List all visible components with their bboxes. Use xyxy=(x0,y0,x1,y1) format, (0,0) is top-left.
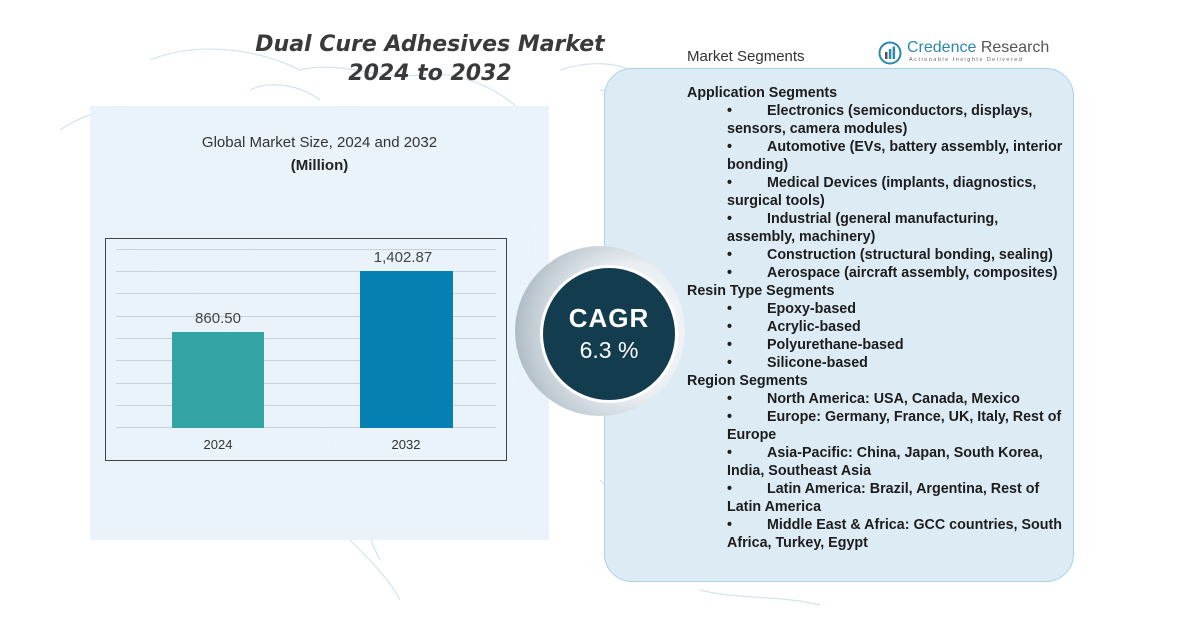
list-item: • Latin America: Brazil, Argentina, Rest … xyxy=(727,481,1040,515)
list-item: • Europe: Germany, France, UK, Italy, Res… xyxy=(727,409,1062,443)
bar-2032 xyxy=(360,271,453,428)
segment-group-title: Application Segments xyxy=(687,85,838,101)
x-label-2024: 2024 xyxy=(203,437,233,452)
chart-panel xyxy=(90,106,549,540)
list-item: • Construction (structural bonding, seali… xyxy=(727,247,1053,263)
list-item: • Aerospace (aircraft assembly, composite… xyxy=(727,265,1058,281)
gridline xyxy=(116,427,496,428)
list-item: • Automotive (EVs, battery assembly, inte… xyxy=(727,139,1063,173)
bar-chart: 860.50 2024 1,402.87 2032 xyxy=(105,238,507,461)
chart-unit: (Million) xyxy=(290,157,349,174)
list-item-text: Medical Devices (implants, diagnostics, … xyxy=(727,175,1037,209)
bar-2024 xyxy=(172,332,264,428)
list-item: • Electronics (semiconductors, displays, … xyxy=(727,103,1033,137)
cagr-label: CAGR xyxy=(568,303,650,333)
title-line-1: Dual Cure Adhesives Market xyxy=(255,32,605,57)
segment-group-title: Region Segments xyxy=(687,373,808,389)
list-item-text: Asia-Pacific: China, Japan, South Korea,… xyxy=(727,445,1043,479)
segment-group-title: Resin Type Segments xyxy=(687,283,835,299)
list-item: • North America: USA, Canada, Mexico xyxy=(727,391,1020,407)
list-item-text: Europe: Germany, France, UK, Italy, Rest… xyxy=(727,409,1062,443)
segment-list: Application Segments • Electronics (semic… xyxy=(687,84,1067,552)
list-item-text: Aerospace (aircraft assembly, composites… xyxy=(767,265,1058,281)
chart-title: Global Market Size, 2024 and 2032 xyxy=(201,134,438,151)
list-item: • Medical Devices (implants, diagnostics,… xyxy=(727,175,1037,209)
x-label-2032: 2032 xyxy=(391,437,421,452)
list-item-text: Industrial (general manufacturing, assem… xyxy=(727,211,999,245)
gridline xyxy=(116,360,496,361)
brand-tagline: Actionable Insights Delivered xyxy=(909,57,1024,63)
gridline xyxy=(116,383,496,384)
list-item-text: Silicone-based xyxy=(767,355,868,371)
gridline xyxy=(116,338,496,339)
cagr-value: 6.3 % xyxy=(579,337,639,363)
list-item-text: North America: USA, Canada, Mexico xyxy=(767,391,1020,407)
list-item: • Polyurethane-based xyxy=(727,337,904,353)
bar-value-2032: 1,402.87 xyxy=(373,249,433,266)
list-item-text: Construction (structural bonding, sealin… xyxy=(767,247,1053,263)
segments-header: Market Segments xyxy=(687,48,805,65)
list-item-text: Latin America: Brazil, Argentina, Rest o… xyxy=(727,481,1040,515)
list-item: • Industrial (general manufacturing, asse… xyxy=(727,211,999,245)
list-item-text: Epoxy-based xyxy=(767,301,856,317)
brand-name-part1: Credence xyxy=(907,39,977,56)
gridline xyxy=(116,249,496,250)
brand-name-part2: Research xyxy=(976,39,1050,56)
list-item-text: Automotive (EVs, battery assembly, inter… xyxy=(727,139,1063,173)
bar-chart-circle-icon xyxy=(878,41,902,65)
list-item-text: Acrylic-based xyxy=(767,319,861,335)
list-item-text: Electronics (semiconductors, displays, s… xyxy=(727,103,1033,137)
gridline xyxy=(116,405,496,406)
brand-name: Credence Research xyxy=(907,39,1049,57)
list-item-text: Middle East & Africa: GCC countries, Sou… xyxy=(727,517,1062,551)
gridline xyxy=(116,316,496,317)
list-item: • Acrylic-based xyxy=(727,319,861,335)
list-item-text: Polyurethane-based xyxy=(767,337,904,353)
list-item: • Middle East & Africa: GCC countries, So… xyxy=(727,517,1062,551)
gridline xyxy=(116,293,496,294)
gridline xyxy=(116,271,496,272)
list-item: • Silicone-based xyxy=(727,355,868,371)
page-title: Dual Cure Adhesives Market 2024 to 2032 xyxy=(230,30,630,88)
list-item: • Asia-Pacific: China, Japan, South Korea… xyxy=(727,445,1043,479)
bar-value-2024: 860.50 xyxy=(195,310,241,327)
list-item: • Epoxy-based xyxy=(727,301,856,317)
cagr-badge: CAGR 6.3 % xyxy=(540,265,678,403)
title-line-2: 2024 to 2032 xyxy=(348,61,512,86)
